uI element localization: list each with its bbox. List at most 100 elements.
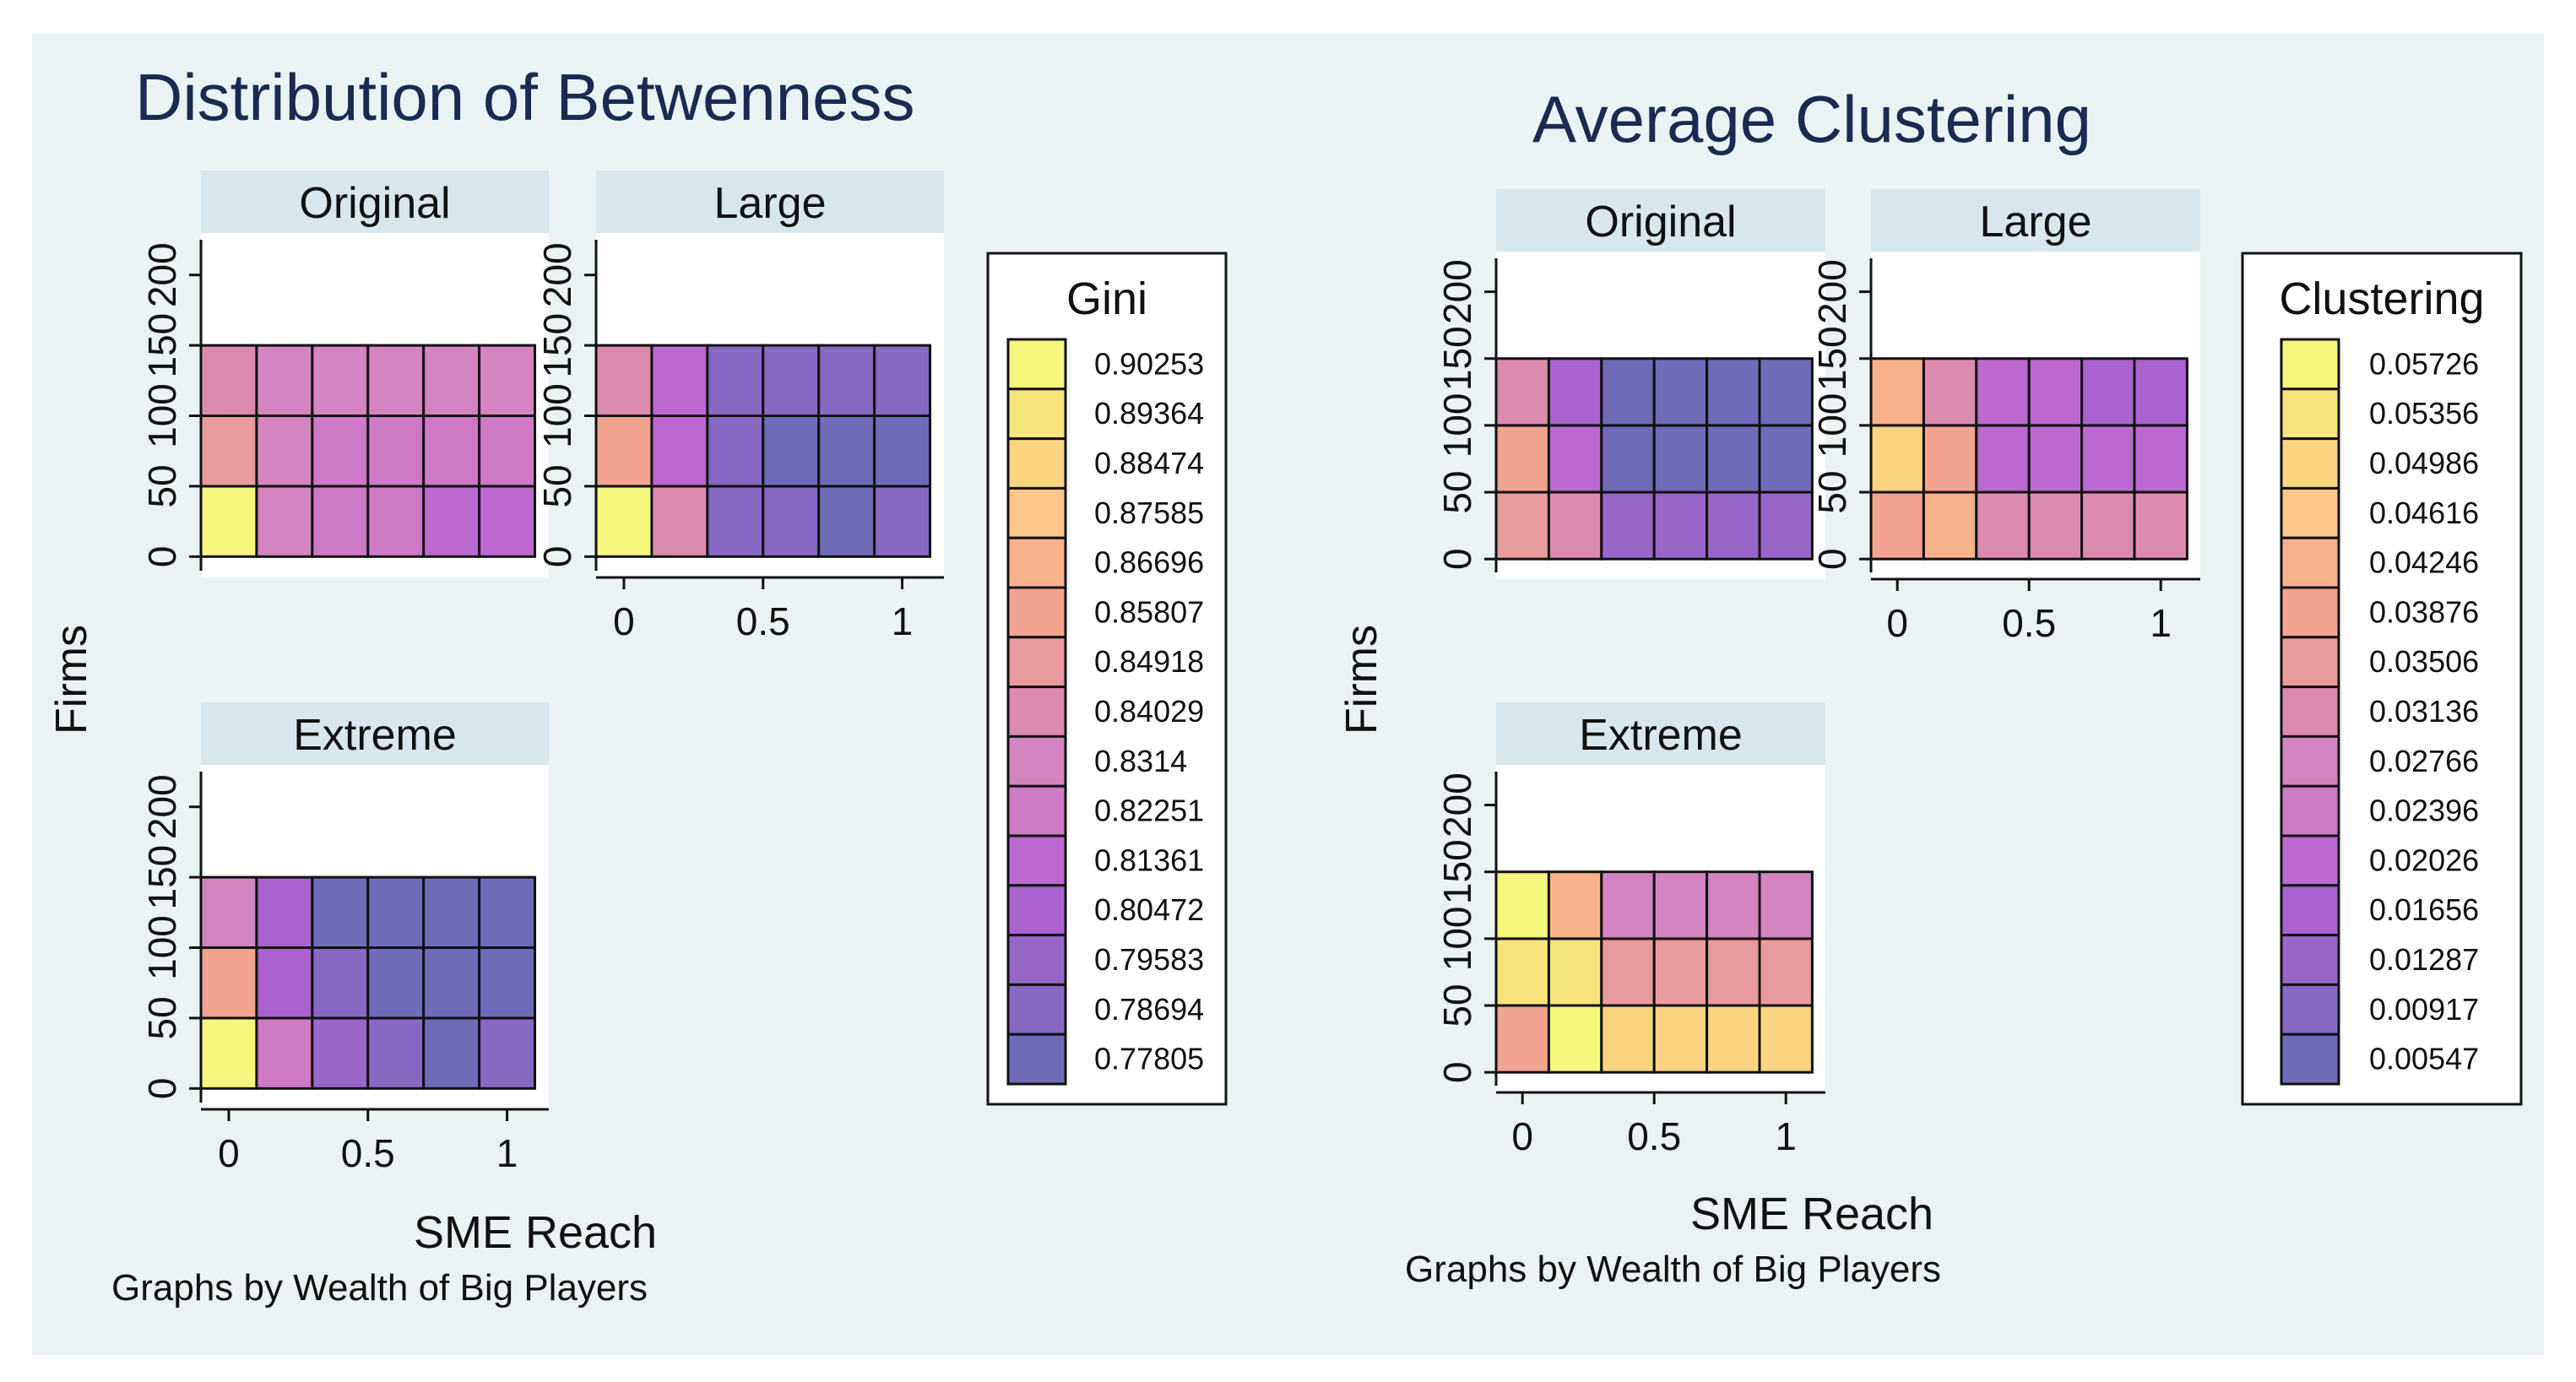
legend-entry: 0.04616 (2369, 496, 2479, 530)
heatmap-cell (1494, 937, 1550, 1007)
heatmap-cell (1975, 357, 2031, 427)
y-tick-label: 100 (535, 383, 579, 448)
legend: Clustering 0.05726 0.05356 0.04986 0.04616 0.… (2241, 252, 2523, 1106)
heatmap-cell (1547, 937, 1603, 1007)
heatmap-cell (422, 415, 481, 488)
heatmap-cell (366, 485, 426, 558)
legend-entry: 0.89364 (1094, 396, 1204, 431)
legend-key (1006, 884, 1067, 937)
graph-note: Graphs by Wealth of Big Players (111, 1267, 648, 1309)
heatmap-cell (1922, 424, 1978, 494)
y-tick-label: 0 (140, 1078, 184, 1100)
heatmap-cell (1758, 424, 1814, 494)
heatmap-cell (1600, 937, 1656, 1007)
x-tick-label: 0.5 (341, 1131, 395, 1175)
heatmap-cell (422, 1016, 481, 1090)
panel-label: Extreme (293, 711, 457, 760)
legend-entry: 0.03506 (2369, 644, 2479, 679)
legend-entry: 0.84918 (1094, 644, 1204, 679)
legend-key (2280, 437, 2340, 490)
heatmap-cell (1706, 357, 1761, 427)
panel-label: Extreme (1579, 711, 1743, 760)
heatmap-cell (199, 415, 258, 488)
heatmap-cell (650, 344, 709, 418)
panel-label: Original (1585, 198, 1736, 247)
y-tick-label: 200 (1810, 259, 1854, 324)
y-tick-label: 100 (1810, 393, 1854, 458)
chart-title: Distribution of Betwenness (135, 60, 914, 134)
legend-entry: 0.03136 (2369, 694, 2479, 729)
y-tick-label: 150 (140, 313, 184, 378)
x-axis-label: SME Reach (1690, 1189, 1933, 1239)
y-tick-label: 150 (140, 845, 184, 910)
heatmap-cell (366, 344, 426, 418)
panel-strip (1871, 189, 2200, 252)
heatmap-cell (311, 1016, 370, 1090)
heatmap-cell (366, 415, 426, 488)
heatmap-cell (422, 875, 481, 950)
x-tick-label: 1 (2150, 601, 2172, 645)
legend-key (2280, 486, 2340, 539)
panel-original: Original 0 50 100 150 200 (140, 171, 549, 577)
heatmap-cell (255, 485, 314, 558)
panel-strip (1496, 189, 1825, 252)
panel-strip (201, 702, 549, 765)
heatmap-cell (817, 485, 876, 558)
heatmap-cell (1547, 490, 1603, 561)
legend-key (2280, 388, 2340, 441)
heatmap-cell (762, 415, 821, 488)
legend-entry: 0.87585 (1094, 496, 1204, 530)
legend-entry: 0.88474 (1094, 446, 1204, 480)
y-tick-label: 150 (535, 313, 579, 378)
legend-key (1006, 983, 1067, 1036)
heatmap-cell (1494, 357, 1550, 427)
heatmap-cell (1547, 424, 1603, 494)
y-tick-label: 0 (535, 546, 579, 568)
heatmap-cell (1706, 870, 1761, 940)
x-tick-label: 0 (218, 1131, 240, 1175)
heatmap-cell (1869, 424, 1925, 494)
heatmap-cell (366, 946, 426, 1020)
legend-key (1006, 784, 1067, 837)
heatmap-cell (422, 485, 481, 558)
heatmap-cell (706, 415, 765, 488)
y-tick-label: 200 (140, 242, 184, 307)
heatmap-cell (762, 344, 821, 418)
heatmap-cell (1652, 490, 1709, 561)
legend-key (1006, 934, 1067, 986)
legend-entry: 0.02396 (2369, 794, 2479, 828)
legend-entry: 0.01287 (2369, 942, 2479, 977)
legend-key (2280, 586, 2340, 639)
legend-key (1006, 734, 1067, 788)
heatmap-cell (1494, 870, 1550, 940)
y-tick-label: 150 (1435, 326, 1479, 391)
heatmap-cell (255, 875, 314, 950)
y-tick-label: 50 (1435, 470, 1479, 513)
heatmap-cell (2133, 490, 2188, 561)
heatmap-cell (1600, 424, 1656, 494)
legend: Gini 0.90253 0.89364 0.88474 0.87585 0.86696 0… (986, 252, 1228, 1106)
legend-key (2280, 884, 2340, 937)
y-tick-label: 0 (1435, 1061, 1479, 1083)
heatmap-cell (1652, 424, 1709, 494)
heatmap-cell (255, 1016, 314, 1090)
x-tick-label: 0 (613, 599, 635, 643)
heatmap-cell (1652, 357, 1709, 427)
heatmap-cell (255, 946, 314, 1020)
legend-entry: 0.84029 (1094, 694, 1204, 729)
graph-note: Graphs by Wealth of Big Players (1405, 1249, 1941, 1290)
y-tick-label: 100 (140, 383, 184, 448)
y-tick-label: 200 (535, 242, 579, 307)
legend-entry: 0.80472 (1094, 892, 1204, 927)
heatmap-cell (817, 344, 876, 418)
y-axis-label: Firms (47, 625, 96, 734)
y-tick-label: 50 (1810, 470, 1854, 513)
legend-entry: 0.03876 (2369, 594, 2479, 629)
heatmap-cell (594, 485, 653, 558)
legend-key (1006, 834, 1067, 887)
heatmap-cell (2080, 490, 2136, 561)
legend-key (1006, 338, 1067, 391)
heatmap-cell (311, 344, 370, 418)
